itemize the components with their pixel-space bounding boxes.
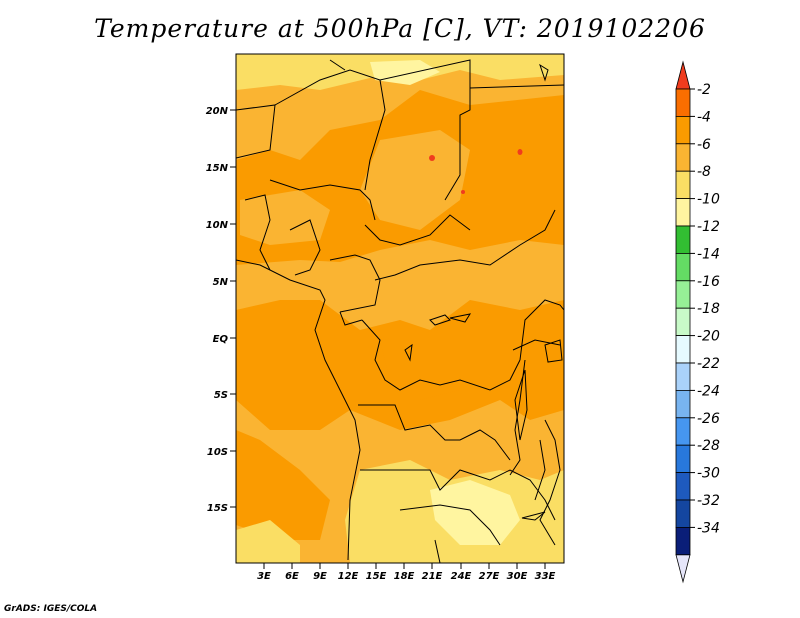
colorbar-label: -32 — [697, 493, 720, 509]
lon-label-27e: 27E — [479, 571, 500, 582]
colorbar-swatch — [675, 198, 691, 227]
colorbar-swatch — [675, 225, 691, 254]
lon-label-24e: 24E — [451, 571, 472, 582]
field-warm-spot — [517, 149, 523, 155]
colorbar-label: -4 — [697, 109, 711, 125]
colorbar-swatch — [675, 499, 691, 528]
colorbar-swatch — [675, 88, 691, 117]
colorbar-swatch — [675, 143, 691, 172]
colorbar-swatch — [675, 252, 691, 282]
field-region-band-minus8 — [236, 520, 300, 563]
colorbar-top-arrow — [675, 60, 691, 90]
lon-label-33e: 33E — [535, 571, 556, 582]
map-frame — [235, 53, 565, 564]
lon-label-9e: 9E — [313, 571, 327, 582]
lat-label-20n: 20N — [206, 106, 229, 117]
colorbar-bottom-arrow — [675, 554, 691, 584]
credit-label: GrADS: IGES/COLA — [4, 604, 98, 614]
colorbar-label: -14 — [697, 246, 720, 262]
colorbar-label: -18 — [697, 301, 720, 317]
colorbar-label: -26 — [697, 411, 720, 427]
map-title: Temperature at 500hPa [C], VT: 201910220… — [94, 14, 706, 43]
colorbar-swatch — [675, 170, 691, 199]
colorbar-swatch — [675, 116, 691, 145]
field-region-band-minus4 — [380, 330, 470, 400]
colorbar-label: -10 — [697, 192, 720, 208]
colorbar-label: -16 — [697, 274, 720, 290]
lat-label-5s: 5S — [214, 390, 228, 401]
colorbar-swatch — [675, 389, 691, 419]
lon-label-30e: 30E — [507, 571, 528, 582]
colorbar-swatch — [675, 472, 691, 501]
lon-label-3e: 3E — [257, 571, 271, 582]
colorbar-swatch — [675, 417, 691, 446]
colorbar-swatch — [675, 527, 691, 556]
lat-label-5n: 5N — [213, 277, 229, 288]
lon-label-6e: 6E — [285, 571, 299, 582]
colorbar-label: -6 — [697, 137, 711, 153]
field-region-band-minus4 — [236, 430, 330, 540]
colorbar-swatch — [675, 307, 691, 337]
colorbar-swatch — [675, 444, 691, 474]
field-warm-spot — [429, 155, 435, 161]
lon-label-18e: 18E — [394, 571, 415, 582]
field-region-band-minus6 — [236, 240, 564, 330]
lat-label-15n: 15N — [206, 163, 229, 174]
lon-label-15e: 15E — [366, 571, 387, 582]
colorbar-label: -20 — [697, 329, 720, 345]
colorbar-label: -2 — [697, 82, 711, 98]
colorbar-label: -22 — [697, 356, 720, 372]
colorbar-label: -24 — [697, 383, 720, 399]
field-region-band-minus6 — [360, 130, 470, 230]
latitude-axis — [230, 109, 236, 508]
colorbar-swatch — [675, 280, 691, 309]
colorbar-swatch — [675, 335, 691, 364]
colorbar-label: -28 — [697, 438, 720, 454]
field-warm-spot — [461, 190, 465, 194]
colorbar-label: -12 — [697, 219, 720, 235]
field-region-band-minus6 — [240, 190, 330, 245]
country-borders — [236, 59, 564, 563]
field-region-band-minus10 — [430, 480, 520, 545]
colorbar: -2 -4 -6 -8 -10 -12 -14 -16 -18 -20 -22 -24 -26 -28 -3… — [675, 60, 720, 584]
lon-label-21e: 21E — [422, 571, 443, 582]
longitude-axis — [263, 563, 546, 569]
lat-label-15s: 15S — [207, 503, 228, 514]
lat-label-10s: 10S — [207, 447, 228, 458]
colorbar-label: -30 — [697, 466, 720, 482]
lon-label-12e: 12E — [338, 571, 359, 582]
colorbar-label: -8 — [697, 164, 711, 180]
colorbar-label: -34 — [697, 520, 720, 536]
lat-label-eq: EQ — [213, 334, 229, 345]
colorbar-swatch — [675, 362, 691, 391]
lat-label-10n: 10N — [206, 220, 229, 231]
temperature-field — [236, 54, 564, 563]
